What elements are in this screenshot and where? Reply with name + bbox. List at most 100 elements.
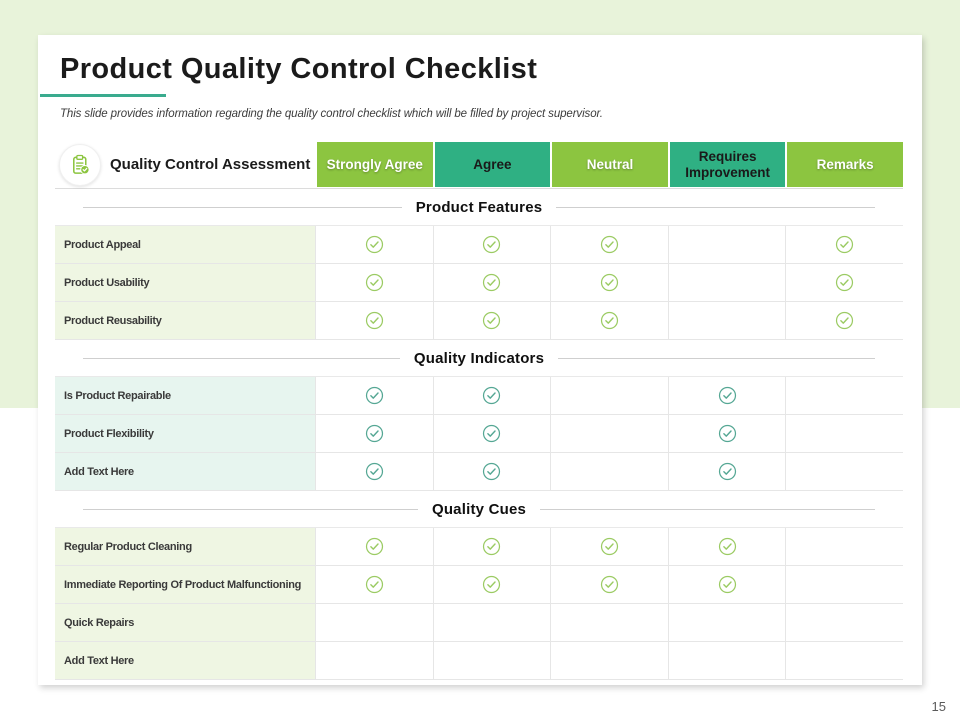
- check-icon: [718, 462, 736, 481]
- row-label: Product Flexibility: [55, 415, 315, 452]
- check-icon: [365, 386, 383, 405]
- section-header: Quality Cues: [55, 491, 903, 528]
- check-icon: [600, 537, 619, 556]
- table-header-cell: Agree: [434, 142, 551, 187]
- check-cell: [432, 226, 551, 263]
- check-cell: [550, 302, 668, 339]
- check-icon: [718, 575, 736, 594]
- check-cell: [315, 453, 433, 490]
- check-cell: [315, 528, 433, 565]
- check-icon: [600, 575, 619, 594]
- check-cell: [550, 226, 668, 263]
- check-icon: [483, 386, 501, 405]
- check-cell: [667, 264, 786, 301]
- table-header-cell: Strongly Agree: [317, 142, 433, 187]
- check-cell: [550, 264, 668, 301]
- check-cell: [667, 604, 786, 641]
- check-cell: [315, 226, 433, 263]
- check-cell: [432, 302, 551, 339]
- check-cell: [432, 264, 551, 301]
- check-icon: [365, 462, 383, 481]
- section-title: Quality Indicators: [399, 349, 559, 367]
- check-cell: [667, 377, 786, 414]
- check-cell: [315, 415, 433, 452]
- table-row: Product Flexibility: [55, 415, 903, 453]
- check-icon: [836, 273, 854, 292]
- check-icon: [483, 235, 501, 254]
- check-icon: [365, 273, 383, 292]
- check-cell: [315, 604, 433, 641]
- check-icon: [600, 311, 619, 330]
- table-row: Product Usability: [55, 264, 903, 302]
- check-cell: [550, 642, 668, 679]
- check-cell: [432, 604, 551, 641]
- header-divider: [55, 188, 903, 189]
- check-cell: [785, 415, 903, 452]
- check-cell: [432, 453, 551, 490]
- row-label: Add Text Here: [55, 453, 315, 490]
- row-label: Immediate Reporting Of Product Malfuncti…: [55, 566, 315, 603]
- check-cell: [785, 377, 903, 414]
- check-cell: [785, 604, 903, 641]
- check-icon: [483, 537, 501, 556]
- check-cell: [785, 528, 903, 565]
- check-cell: [432, 566, 551, 603]
- slide-title: Product Quality Control Checklist: [60, 53, 538, 85]
- section-header: Product Features: [55, 189, 903, 226]
- check-cell: [667, 415, 786, 452]
- check-cell: [550, 415, 668, 452]
- table-body: Product Features Product Appeal Product Us…: [55, 189, 903, 680]
- check-cell: [432, 377, 551, 414]
- clipboard-check-icon: [59, 143, 101, 186]
- check-cell: [785, 302, 903, 339]
- check-cell: [667, 226, 786, 263]
- check-cell: [432, 528, 551, 565]
- assessment-header-label: Quality Control Assessment: [110, 156, 311, 173]
- check-icon: [718, 386, 736, 405]
- check-cell: [550, 453, 668, 490]
- table-row: Quick Repairs: [55, 604, 903, 642]
- row-label: Add Text Here: [55, 642, 315, 679]
- check-cell: [432, 415, 551, 452]
- check-cell: [315, 377, 433, 414]
- check-icon: [836, 235, 854, 254]
- check-cell: [667, 528, 786, 565]
- check-icon: [483, 575, 501, 594]
- table-row: Add Text Here: [55, 642, 903, 680]
- assessment-header-cell: Quality Control Assessment: [55, 142, 315, 187]
- check-icon: [836, 311, 854, 330]
- check-cell: [667, 566, 786, 603]
- check-cell: [785, 566, 903, 603]
- table-row: Add Text Here: [55, 453, 903, 491]
- check-icon: [600, 235, 619, 254]
- row-label: Is Product Repairable: [55, 377, 315, 414]
- row-label: Product Usability: [55, 264, 315, 301]
- row-label: Product Appeal: [55, 226, 315, 263]
- table-header-row: Quality Control Assessment Strongly Agre…: [55, 142, 903, 187]
- check-icon: [718, 537, 736, 556]
- check-icon: [365, 235, 383, 254]
- check-cell: [315, 302, 433, 339]
- section-title: Product Features: [401, 198, 557, 216]
- slide: Product Quality Control Checklist This s…: [38, 35, 922, 685]
- table-header-cell: Requires Improvement: [669, 142, 786, 187]
- table-row: Is Product Repairable: [55, 377, 903, 415]
- check-cell: [315, 566, 433, 603]
- check-cell: [785, 453, 903, 490]
- check-cell: [550, 528, 668, 565]
- table-header-cell: Neutral: [552, 142, 668, 187]
- check-icon: [483, 424, 501, 443]
- check-cell: [785, 226, 903, 263]
- check-cell: [315, 264, 433, 301]
- check-icon: [483, 311, 501, 330]
- check-icon: [365, 575, 383, 594]
- check-icon: [483, 462, 501, 481]
- check-icon: [365, 311, 383, 330]
- check-icon: [365, 424, 383, 443]
- row-label: Product Reusability: [55, 302, 315, 339]
- slide-subtitle: This slide provides information regardin…: [60, 108, 603, 120]
- check-cell: [432, 642, 551, 679]
- table-header-cell: Remarks: [787, 142, 903, 187]
- check-cell: [315, 642, 433, 679]
